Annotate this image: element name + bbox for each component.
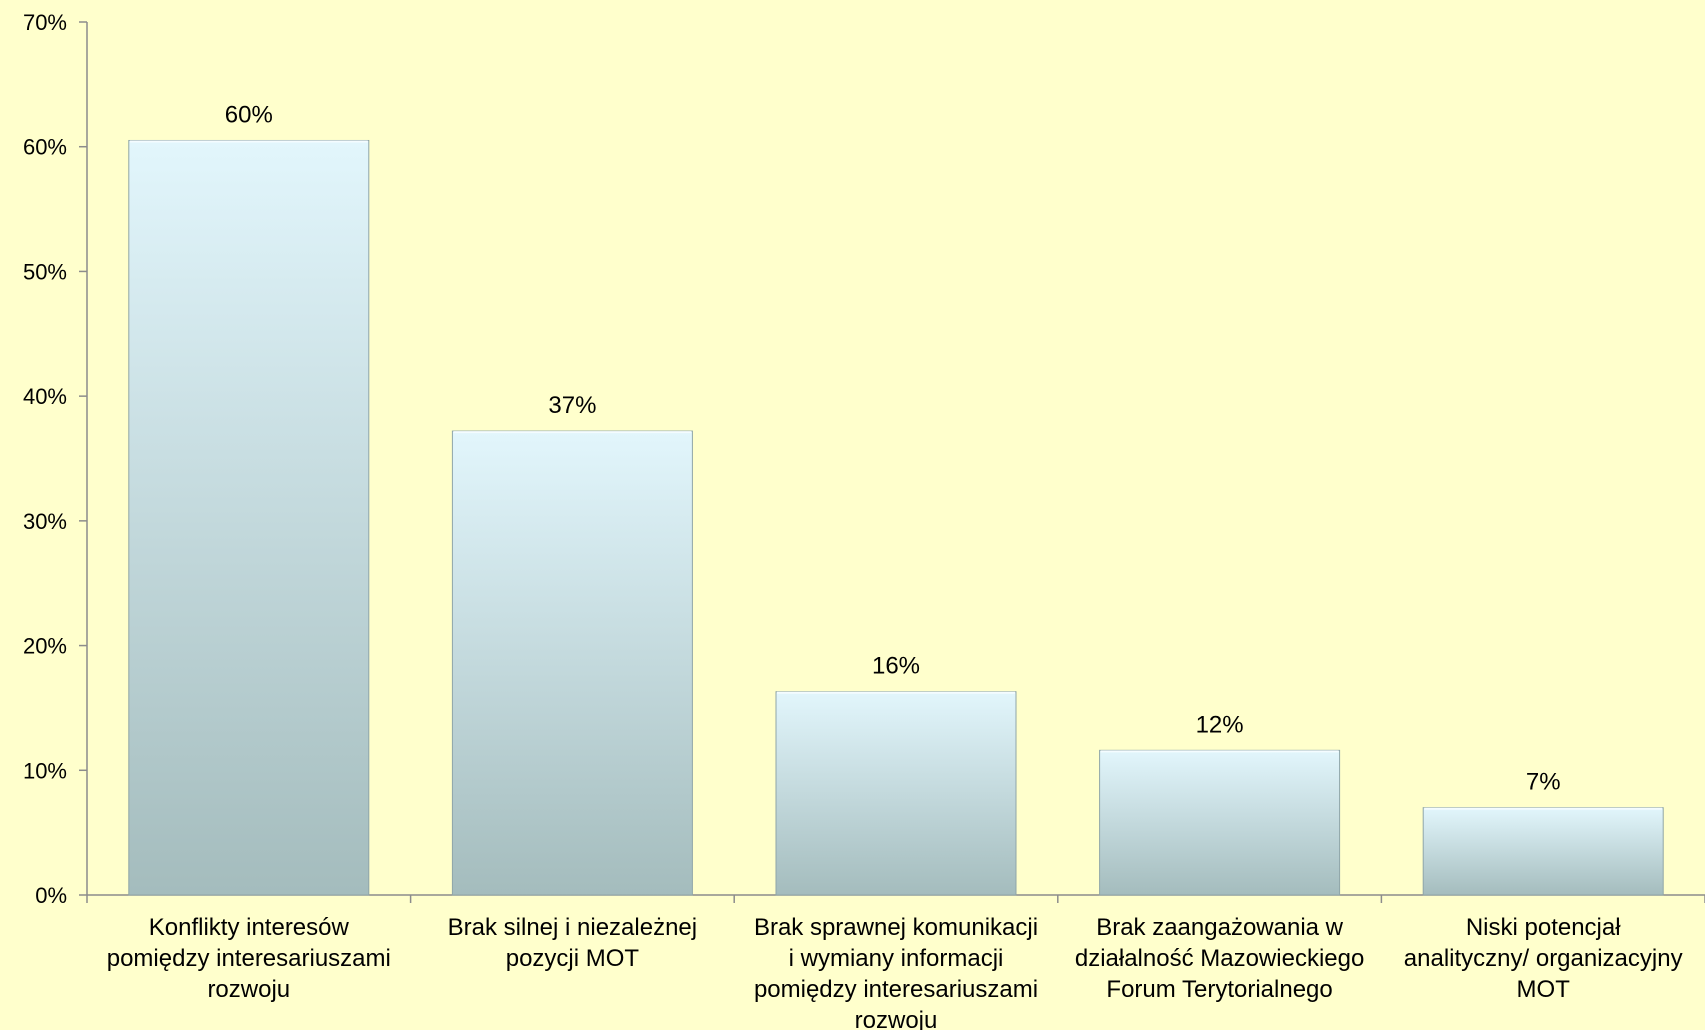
data-label: 16% (872, 653, 920, 680)
category-label-line: Brak silnej i niezależnej (448, 914, 697, 941)
data-label: 60% (225, 101, 273, 128)
y-tick-label: 30% (23, 509, 67, 534)
category-label-line: i wymiany informacji (789, 945, 1004, 972)
category-label-line: Brak sprawnej komunikacji (754, 914, 1038, 941)
category-label: Brak silnej i niezależnej pozycji MOT (448, 914, 697, 972)
category-label-line: pomiędzy interesariuszami (107, 945, 391, 972)
y-tick-label: 40% (23, 384, 67, 409)
y-tick-label: 0% (35, 883, 67, 908)
category-label-line: działalność Mazowieckiego (1075, 945, 1364, 972)
y-tick-label: 20% (23, 634, 67, 659)
data-label: 7% (1526, 769, 1561, 796)
category-label: Brak zaangażowania w działalność Mazowiec… (1075, 914, 1364, 1003)
category-label: Niski potencjał analityczny/ organizacyjn… (1404, 914, 1683, 1003)
category-label-line: Forum Terytorialnego (1106, 976, 1332, 1003)
category-label-line: rozwoju (207, 976, 290, 1003)
category-label: Konflikty interesów pomiędzy interesarius… (107, 914, 391, 1003)
bar (1422, 807, 1664, 896)
category-label-line: Niski potencjał (1466, 914, 1621, 941)
y-tick-label: 70% (23, 10, 67, 35)
y-tick-label: 50% (23, 259, 67, 284)
category-label-line: MOT (1517, 976, 1571, 1003)
plot-area: 0% 10% 20% 30% 40% 50% 60% 70% 60% Konflikty inte… (23, 10, 1705, 1030)
bar (451, 430, 693, 896)
bar (128, 139, 370, 896)
bar (775, 691, 1017, 896)
category-label-line: pozycji MOT (506, 945, 640, 972)
category-label: Brak sprawnej komunikacji i wymiany infor… (754, 914, 1038, 1030)
category-label-line: rozwoju (855, 1007, 938, 1030)
data-label: 12% (1196, 711, 1244, 738)
y-tick-label: 10% (23, 758, 67, 783)
bar (1099, 749, 1341, 896)
category-label-line: Konflikty interesów (149, 914, 350, 941)
category-label-line: pomiędzy interesariuszami (754, 976, 1038, 1003)
y-tick-label: 60% (23, 135, 67, 160)
category-label-line: Brak zaangażowania w (1096, 914, 1343, 941)
category-label-line: analityczny/ organizacyjny (1404, 945, 1683, 972)
data-label: 37% (548, 392, 596, 419)
